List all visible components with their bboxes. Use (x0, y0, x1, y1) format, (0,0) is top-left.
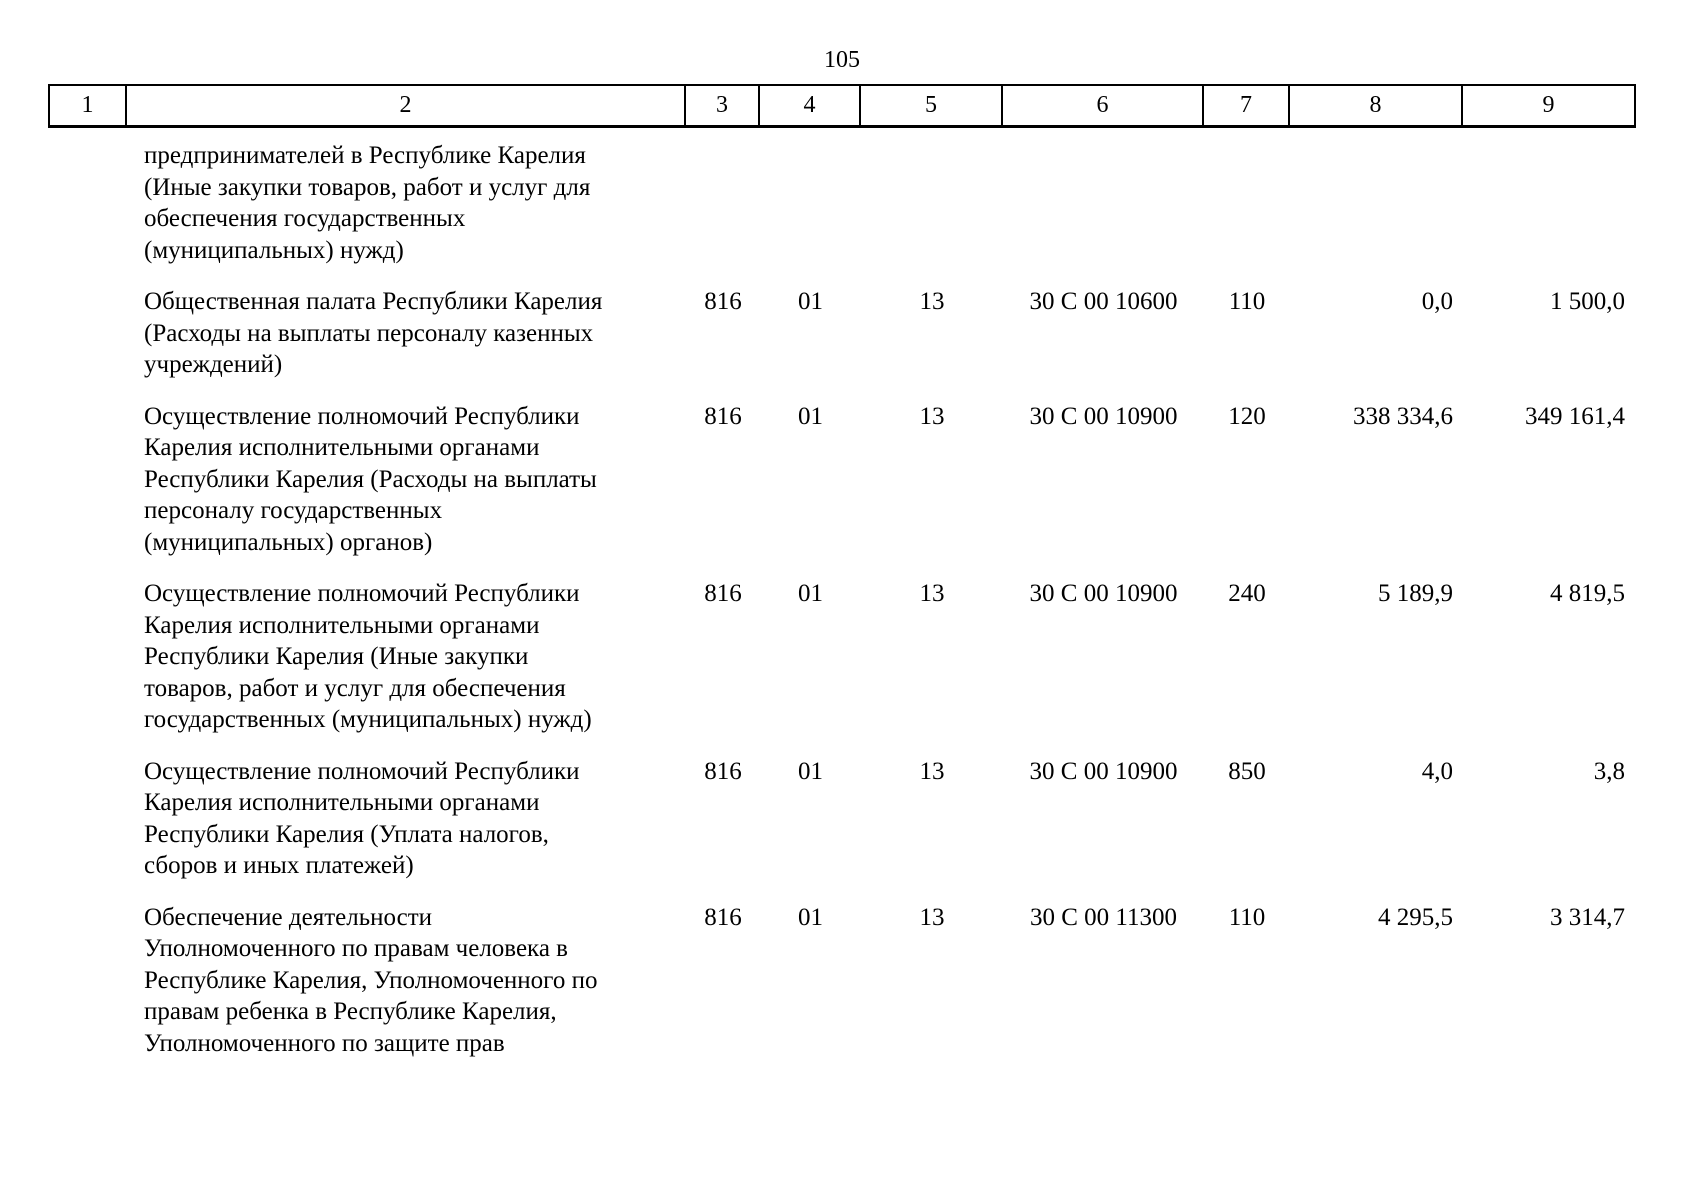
row-name: Общественная палата Республики Карелия (… (144, 288, 603, 378)
row-code-razdel: 01 (798, 580, 823, 607)
table-row: предпринимателей в Республике Карелия (И… (0, 140, 1697, 266)
table-row: Общественная палата Республики Карелия (… (0, 286, 1697, 381)
row-amount-2: 349 161,4 (1525, 402, 1625, 430)
row-code-podrazdel: 13 (919, 580, 945, 607)
row-code-grbs: 816 (704, 580, 742, 607)
row-code-vid-rashodov: 240 (1228, 580, 1266, 607)
column-header-7: 7 (1204, 86, 1290, 125)
row-name: предпринимателей в Республике Карелия (И… (144, 142, 591, 264)
row-code-grbs: 816 (704, 757, 742, 785)
row-code-razdel: 01 (798, 402, 823, 430)
column-header-3: 3 (686, 86, 760, 125)
row-code-grbs: 816 (704, 903, 742, 931)
row-name: Осуществление полномочий Республики Каре… (144, 757, 580, 880)
row-amount-2: 3,8 (1593, 757, 1625, 785)
column-header-5: 5 (861, 86, 1003, 125)
row-code-vid-rashodov: 850 (1228, 757, 1266, 785)
row-code-vid-rashodov: 110 (1228, 288, 1266, 315)
row-code-podrazdel: 13 (919, 757, 945, 785)
row-amount-1: 5 189,9 (1378, 580, 1453, 607)
column-header-2: 2 (127, 86, 686, 125)
row-code-vid-rashodov: 120 (1228, 402, 1266, 430)
column-header-1: 1 (50, 86, 127, 125)
table-row: Осуществление полномочий Республики Каре… (0, 401, 1697, 559)
table-row: Осуществление полномочий Республики Каре… (0, 578, 1697, 736)
table-header-row: 1 2 3 4 5 6 7 8 9 (48, 84, 1636, 128)
column-header-9: 9 (1542, 92, 1555, 118)
column-header-8: 8 (1290, 86, 1463, 125)
row-code-target-article: 30 С 00 10600 (1029, 288, 1178, 315)
row-amount-1: 4,0 (1421, 757, 1453, 785)
table-row: Обеспечение деятельности Уполномоченного… (0, 902, 1697, 1060)
row-amount-1: 0,0 (1421, 288, 1453, 315)
column-header-6: 6 (1003, 86, 1204, 125)
row-code-podrazdel: 13 (919, 402, 945, 430)
row-code-target-article: 30 С 00 10900 (1029, 580, 1178, 607)
row-code-target-article: 30 С 00 11300 (1030, 903, 1177, 931)
row-code-razdel: 01 (798, 757, 823, 785)
row-amount-2: 4 819,5 (1550, 580, 1625, 607)
row-amount-1: 4 295,5 (1378, 903, 1453, 931)
row-code-razdel: 01 (798, 288, 823, 315)
page-number: 105 (824, 47, 860, 73)
row-code-vid-rashodov: 110 (1228, 903, 1266, 931)
row-code-podrazdel: 13 (919, 903, 945, 931)
row-code-grbs: 816 (704, 288, 742, 315)
row-name: Осуществление полномочий Республики Каре… (144, 580, 592, 733)
row-name: Обеспечение деятельности Уполномоченного… (144, 903, 598, 1057)
row-code-target-article: 30 С 00 10900 (1029, 757, 1178, 785)
row-code-razdel: 01 (798, 903, 823, 931)
row-amount-2: 1 500,0 (1550, 288, 1625, 315)
row-amount-2: 3 314,7 (1550, 903, 1625, 931)
row-name: Осуществление полномочий Республики Каре… (144, 402, 597, 556)
row-amount-1: 338 334,6 (1353, 402, 1453, 430)
row-code-podrazdel: 13 (919, 288, 945, 315)
row-code-grbs: 816 (704, 402, 742, 430)
table-body: предпринимателей в Республике Карелия (И… (0, 128, 1697, 1059)
row-code-target-article: 30 С 00 10900 (1029, 402, 1178, 430)
column-header-4: 4 (760, 86, 861, 125)
table-row: Осуществление полномочий Республики Каре… (0, 756, 1697, 882)
